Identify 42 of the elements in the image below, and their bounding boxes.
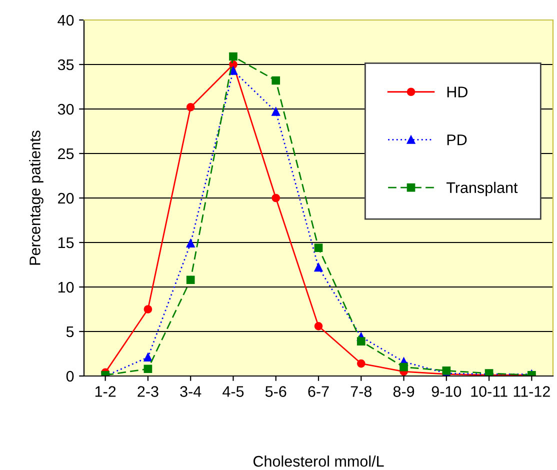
point — [314, 322, 323, 330]
point — [229, 66, 238, 75]
legend-label: HD — [447, 86, 468, 98]
y-tick-label: 5 — [66, 326, 74, 338]
point — [314, 244, 323, 252]
y-tick-label: 25 — [58, 148, 74, 160]
x-tick-label: 2-3 — [138, 386, 158, 397]
x-tick-label: 8-9 — [393, 386, 414, 397]
point — [272, 108, 280, 116]
y-tick-label: 35 — [58, 59, 74, 70]
legend-label: Transplant — [446, 182, 518, 196]
legend-label: PD — [447, 134, 467, 146]
y-axis-title: Percentage patients — [29, 130, 44, 265]
x-tick-label: 3-4 — [180, 386, 202, 397]
x-tick-label: 5-6 — [265, 386, 286, 397]
y-tick-label: 0 — [66, 370, 74, 382]
point — [186, 103, 195, 112]
x-tick-label: 10-11 — [471, 386, 508, 397]
point — [144, 353, 152, 362]
x-axis-title: Cholesterol mmol/L — [253, 456, 384, 467]
y-tick-label: 30 — [58, 104, 74, 115]
point — [144, 364, 152, 374]
x-tick-label: 4-5 — [222, 386, 244, 397]
x-tick-label: 6-7 — [308, 386, 329, 397]
point — [144, 305, 152, 314]
y-tick-label: 40 — [58, 14, 74, 26]
point — [186, 239, 195, 248]
point — [229, 52, 238, 61]
y-tick-label: 15 — [58, 238, 74, 248]
point — [356, 337, 366, 346]
point — [272, 76, 280, 85]
point — [400, 362, 408, 372]
point — [314, 263, 323, 272]
x-tick-label: 1-2 — [95, 386, 116, 397]
x-tick-label: 7-8 — [350, 386, 372, 397]
x-tick-label: 9-10 — [432, 386, 462, 397]
x-tick-label: 11-12 — [514, 386, 550, 397]
point — [356, 359, 366, 368]
y-tick-label: 10 — [58, 282, 74, 293]
point — [186, 276, 195, 284]
point — [272, 194, 280, 202]
y-tick-label: 20 — [58, 192, 74, 204]
